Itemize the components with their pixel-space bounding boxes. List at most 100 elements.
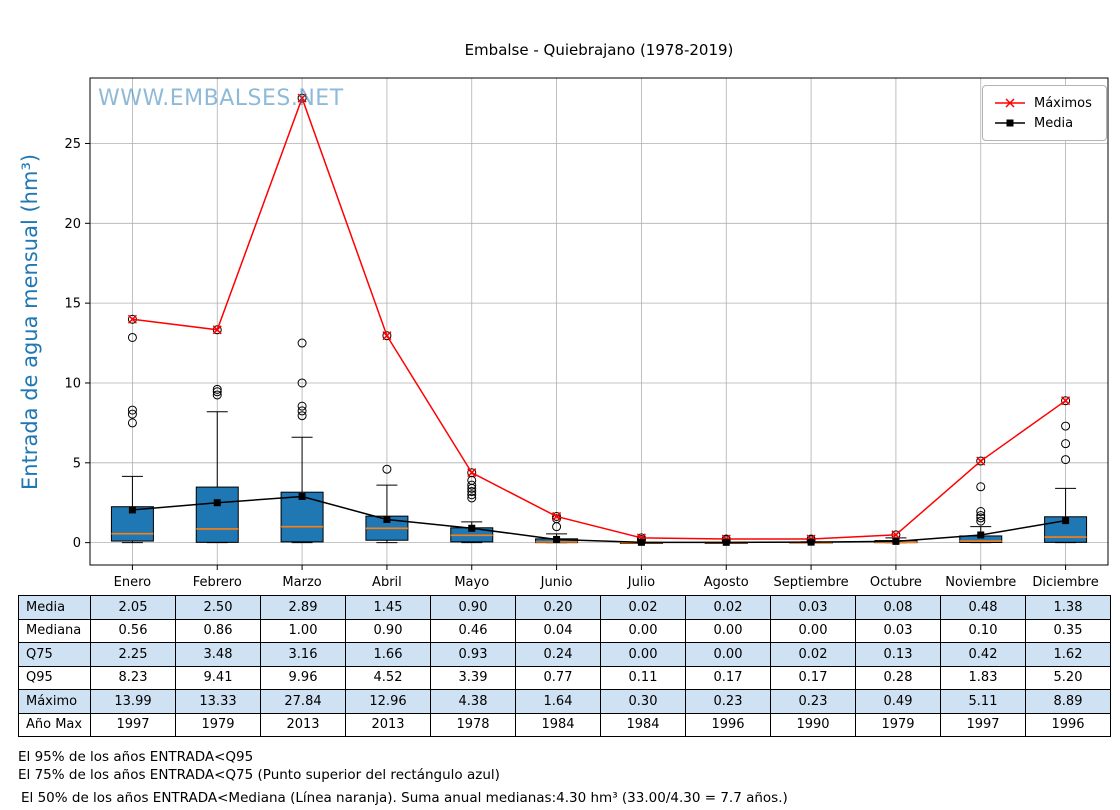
boxplot-chart: 0 5 10 15 20 25 Enero Febrero Marzo Abril Mayo Juni… <box>64 77 1109 590</box>
outlier-point <box>127 418 137 428</box>
table-cell: 0.56 <box>90 618 176 643</box>
legend-label: Media <box>1034 115 1074 131</box>
table-cell: 0.20 <box>515 595 601 620</box>
svg-text:10: 10 <box>64 376 81 391</box>
table-cell: 2.25 <box>90 642 176 667</box>
table-cell: 0.08 <box>855 595 941 620</box>
table-cell: 0.17 <box>685 665 771 690</box>
svg-text:Agosto: Agosto <box>704 575 749 590</box>
table-cell: 13.33 <box>175 689 261 714</box>
svg-text:Abril: Abril <box>372 575 402 590</box>
row-label: Máximo <box>18 689 91 714</box>
table-cell: 1.64 <box>515 689 601 714</box>
table-cell: 2013 <box>345 712 431 737</box>
table-cell: 4.52 <box>345 665 431 690</box>
table-cell: 2.50 <box>175 595 261 620</box>
table-cell: 3.16 <box>260 642 346 667</box>
outlier-point <box>976 482 986 492</box>
table-cell: 8.89 <box>1025 689 1111 714</box>
svg-text:5: 5 <box>73 456 81 471</box>
table-row: Máximo 13.99 13.33 27.84 12.96 4.38 1.64 0.30 0.… <box>18 689 1111 714</box>
table-cell: 0.10 <box>940 618 1026 643</box>
outlier-point <box>976 507 986 517</box>
table-cell: 0.46 <box>430 618 516 643</box>
table-cell: 12.96 <box>345 689 431 714</box>
legend-item-media: Media <box>992 113 1094 133</box>
table-cell: 0.23 <box>685 689 771 714</box>
outlier-point <box>1061 421 1071 431</box>
table-cell: 1979 <box>855 712 941 737</box>
outlier-point <box>552 511 562 521</box>
table-cell: 5.20 <box>1025 665 1111 690</box>
outlier-point <box>297 338 307 348</box>
boxplot-noviembre <box>959 456 1003 544</box>
table-cell: 0.00 <box>600 618 686 643</box>
svg-text:0: 0 <box>73 536 81 551</box>
legend: Máximos Media <box>982 85 1107 141</box>
outlier-point <box>382 464 392 474</box>
outlier-point <box>467 487 477 497</box>
table-cell: 0.24 <box>515 642 601 667</box>
row-label: Q75 <box>18 642 91 667</box>
outlier-point <box>127 409 137 419</box>
plot-border <box>89 77 1109 566</box>
table-cell: 2.05 <box>90 595 176 620</box>
svg-text:15: 15 <box>64 297 81 312</box>
table-cell: 1996 <box>1025 712 1111 737</box>
table-cell: 1996 <box>685 712 771 737</box>
svg-text:Mayo: Mayo <box>454 575 489 590</box>
table-cell: 9.96 <box>260 665 346 690</box>
watermark: WWW.EMBALSES.NET <box>98 86 344 111</box>
svg-text:Julio: Julio <box>627 575 655 590</box>
table-cell: 0.04 <box>515 618 601 643</box>
table-cell: 9.41 <box>175 665 261 690</box>
outlier-point <box>297 406 307 416</box>
table-cell: 0.49 <box>855 689 941 714</box>
outlier-point <box>467 493 477 503</box>
svg-text:Octubre: Octubre <box>870 575 922 590</box>
svg-text:Marzo: Marzo <box>282 575 321 590</box>
table-cell: 0.48 <box>940 595 1026 620</box>
table-cell: 0.28 <box>855 665 941 690</box>
table-cell: 0.90 <box>430 595 516 620</box>
svg-text:Febrero: Febrero <box>193 575 242 590</box>
y-axis: 0 5 10 15 20 25 <box>64 137 90 551</box>
media-marker-icon <box>995 119 1025 127</box>
table-cell: 1990 <box>770 712 856 737</box>
boxplot-marzo <box>280 93 324 544</box>
row-label: Q95 <box>18 665 91 690</box>
table-cell: 0.02 <box>685 595 771 620</box>
svg-text:Diciembre: Diciembre <box>1032 575 1098 590</box>
table-cell: 0.00 <box>770 618 856 643</box>
table-cell: 4.38 <box>430 689 516 714</box>
x-axis: Enero Febrero Marzo Abril Mayo Junio Julio Agos… <box>114 565 1099 590</box>
boxplot-febrero <box>195 325 239 544</box>
table-cell: 1.38 <box>1025 595 1111 620</box>
table-cell: 1997 <box>940 712 1026 737</box>
stats-table-body: Media 2.05 2.50 2.89 1.45 0.90 0.20 0.02 0.02 0.0… <box>18 595 1111 737</box>
outlier-point <box>976 516 986 526</box>
y-axis-label: Entrada de agua mensual (hm³) <box>18 153 42 490</box>
table-cell: 1997 <box>90 712 176 737</box>
svg-text:20: 20 <box>64 217 81 232</box>
table-cell: 0.90 <box>345 618 431 643</box>
table-cell: 0.00 <box>600 642 686 667</box>
table-cell: 1.83 <box>940 665 1026 690</box>
grid <box>90 78 1108 565</box>
table-cell: 1979 <box>175 712 261 737</box>
table-cell: 0.35 <box>1025 618 1111 643</box>
outlier-point <box>212 387 222 397</box>
table-cell: 1984 <box>515 712 601 737</box>
table-cell: 2.89 <box>260 595 346 620</box>
legend-label: Máximos <box>1034 95 1092 111</box>
media-line <box>128 493 1070 546</box>
outlier-point <box>467 490 477 500</box>
outlier-point <box>382 331 392 341</box>
table-cell: 1978 <box>430 712 516 737</box>
outlier-point <box>212 384 222 394</box>
outlier-point <box>552 514 562 524</box>
maximos-line <box>127 93 1071 544</box>
table-cell: 27.84 <box>260 689 346 714</box>
outlier-point <box>976 511 986 521</box>
